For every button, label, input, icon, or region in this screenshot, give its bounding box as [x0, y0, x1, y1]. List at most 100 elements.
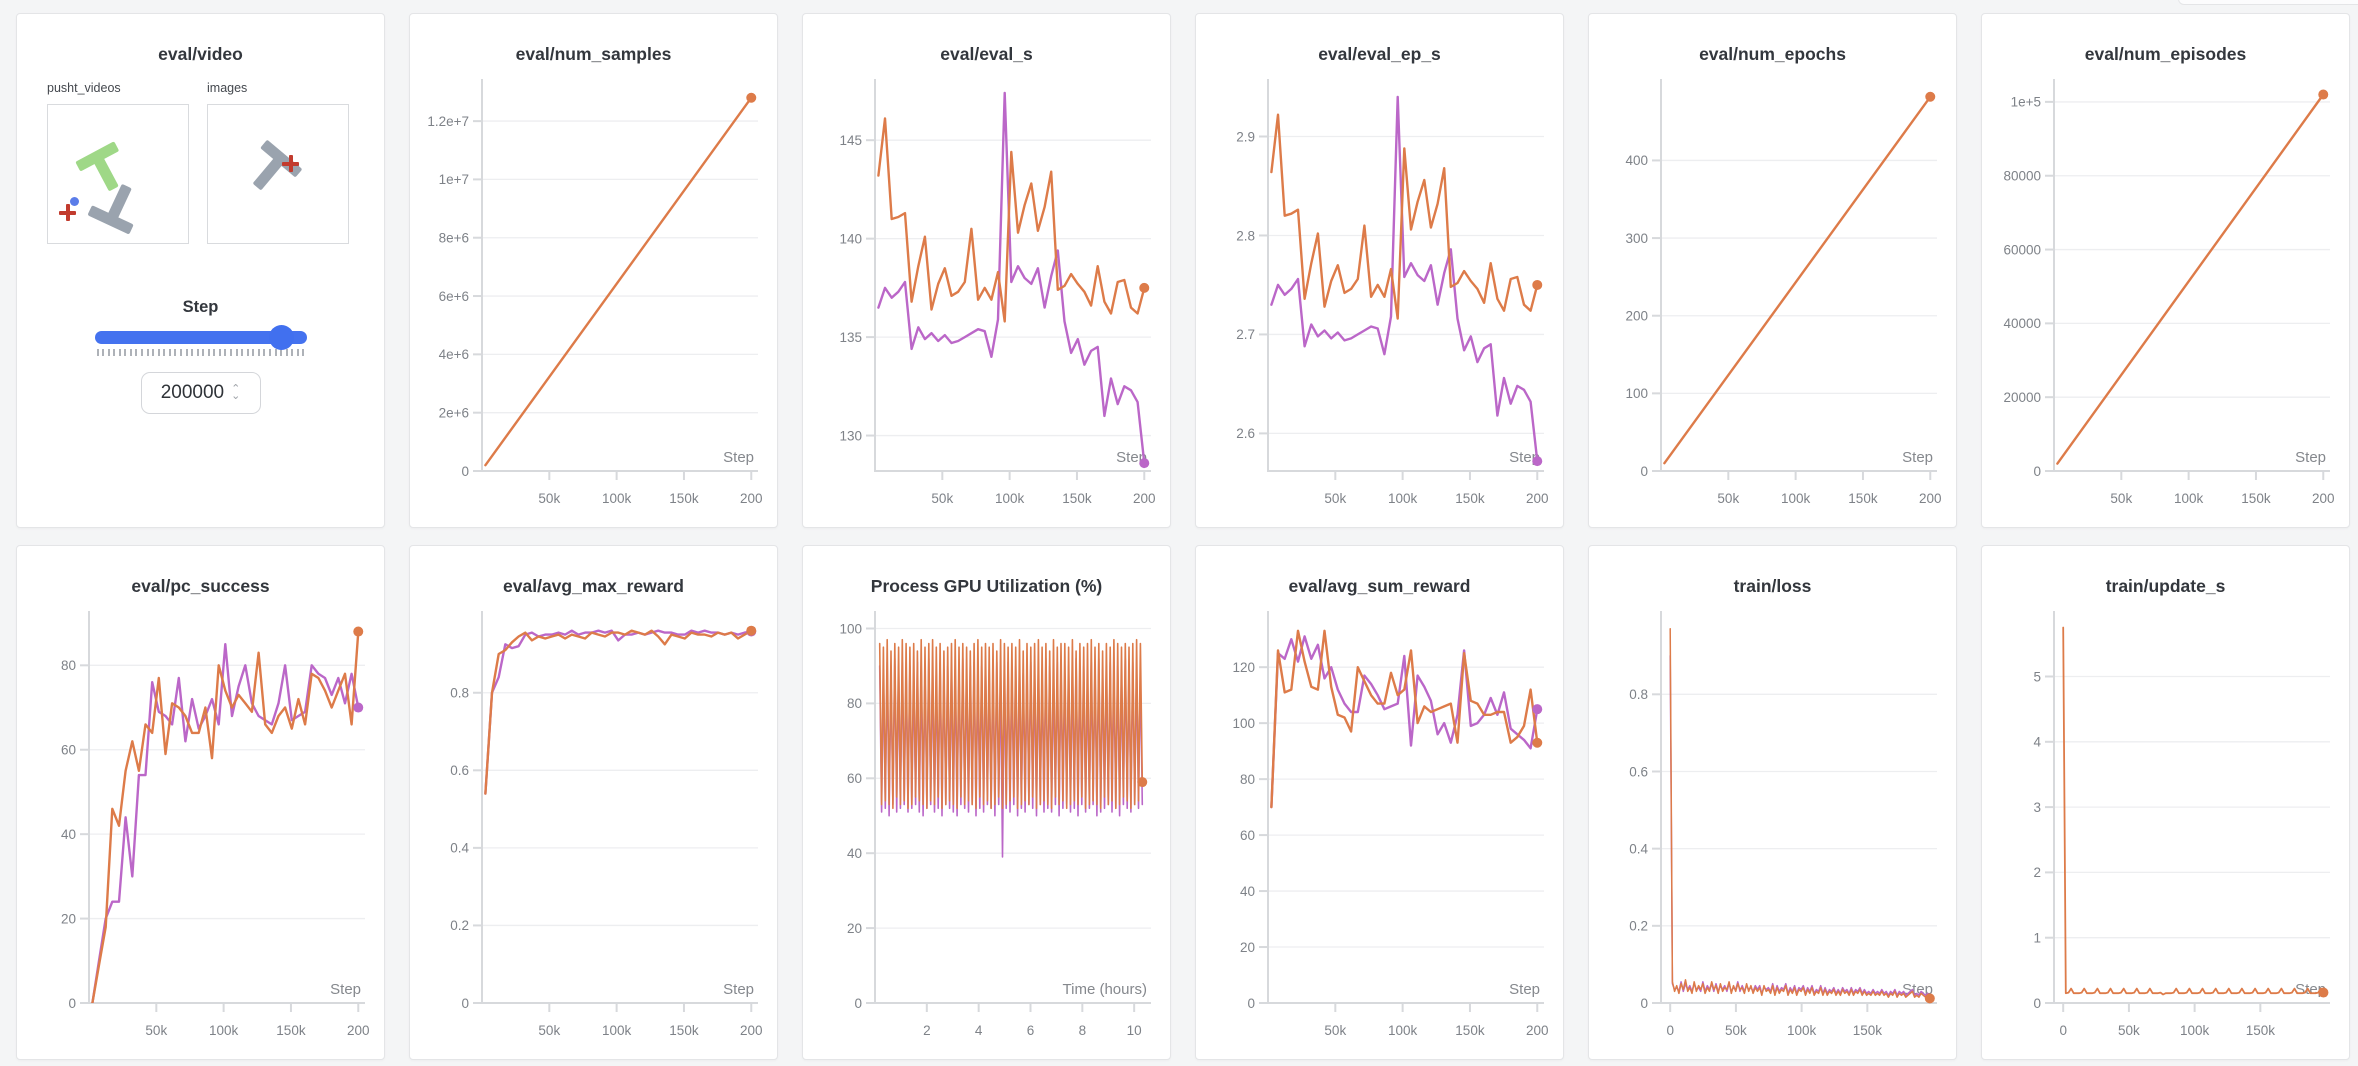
svg-text:4: 4 — [2033, 735, 2041, 750]
svg-text:50k: 50k — [1717, 491, 1739, 506]
svg-text:20: 20 — [846, 921, 861, 936]
svg-text:80: 80 — [1239, 772, 1254, 787]
line-chart[interactable]: 2.6 2.7 2.8 2.9 50k 100k 150k 200 Step — [1204, 73, 1556, 521]
svg-text:100k: 100k — [1387, 1023, 1417, 1038]
svg-text:200: 200 — [740, 491, 763, 506]
svg-text:0: 0 — [2033, 996, 2041, 1011]
svg-text:200: 200 — [1526, 491, 1549, 506]
svg-text:50k: 50k — [2118, 1023, 2140, 1038]
svg-text:0.6: 0.6 — [1629, 764, 1648, 779]
svg-text:10: 10 — [1126, 1023, 1141, 1038]
svg-text:2: 2 — [2033, 865, 2041, 880]
svg-text:50k: 50k — [1324, 491, 1346, 506]
svg-text:200: 200 — [740, 1023, 763, 1038]
svg-text:50k: 50k — [145, 1023, 167, 1038]
svg-text:100: 100 — [1625, 386, 1648, 401]
svg-text:40: 40 — [60, 827, 75, 842]
step-value[interactable]: 200000 — [160, 382, 225, 403]
line-chart[interactable]: 0 100 200 300 400 50k 100k 150k 200 Step — [1597, 73, 1949, 521]
step-number-input[interactable]: 200000 ⌃ ⌄ — [140, 372, 261, 414]
svg-text:50k: 50k — [2110, 491, 2132, 506]
svg-text:100k: 100k — [1786, 1023, 1816, 1038]
slider-thumb[interactable] — [269, 325, 295, 350]
svg-text:40000: 40000 — [2003, 316, 2041, 331]
svg-text:2.9: 2.9 — [1236, 129, 1255, 144]
thumbnail-column: pusht_videos — [47, 81, 189, 244]
panel-eval-num-episodes: eval/num_episodes 0 20000 40000 60000 80000 1… — [1981, 13, 2350, 528]
panel-title: eval/num_epochs — [1699, 44, 1846, 64]
thumbnail-caption: images — [207, 81, 248, 95]
svg-text:1: 1 — [2033, 931, 2041, 946]
panel-title: eval/video — [158, 44, 243, 64]
svg-text:2: 2 — [923, 1023, 931, 1038]
svg-text:Step: Step — [723, 981, 754, 998]
svg-text:150k: 150k — [1062, 491, 1092, 506]
svg-text:40: 40 — [846, 846, 861, 861]
svg-text:300: 300 — [1625, 231, 1648, 246]
stepper-up-icon[interactable]: ⌃ — [231, 383, 241, 395]
svg-text:150k: 150k — [276, 1023, 306, 1038]
svg-text:150k: 150k — [1455, 491, 1485, 506]
number-stepper: ⌃ ⌄ — [231, 383, 241, 402]
svg-text:Step: Step — [1902, 449, 1933, 466]
agent-dot — [70, 197, 79, 206]
svg-text:150k: 150k — [1455, 1023, 1485, 1038]
panel-eval-avg-sum-reward: eval/avg_sum_reward 0 20 40 60 80 100 120 50k 10… — [1195, 545, 1564, 1060]
svg-text:5: 5 — [2033, 669, 2041, 684]
line-chart[interactable]: 0 0.2 0.4 0.6 0.8 50k 100k 150k 200 Step — [418, 605, 770, 1053]
line-chart[interactable]: 0 2e+6 4e+6 6e+6 8e+6 1e+7 1.2e+7 50k 100k 150k 20… — [418, 73, 770, 521]
svg-text:150k: 150k — [1848, 491, 1878, 506]
thumbnail-caption: pusht_videos — [47, 81, 121, 95]
svg-text:Time (hours): Time (hours) — [1062, 981, 1146, 998]
line-chart[interactable]: 130 135 140 145 50k 100k 150k 200 Step — [811, 73, 1163, 521]
svg-text:60: 60 — [1239, 828, 1254, 843]
step-slider[interactable] — [94, 325, 307, 356]
svg-text:60: 60 — [846, 771, 861, 786]
svg-text:80: 80 — [846, 696, 861, 711]
svg-text:200: 200 — [1919, 491, 1942, 506]
video-thumbnail-pusht-videos[interactable] — [47, 104, 189, 244]
panel-title: train/update_s — [2105, 576, 2226, 596]
target-cross — [59, 204, 76, 221]
svg-text:0.6: 0.6 — [450, 763, 469, 778]
svg-text:100k: 100k — [994, 491, 1024, 506]
svg-text:130: 130 — [839, 428, 862, 443]
svg-text:60000: 60000 — [2003, 242, 2041, 257]
svg-text:0: 0 — [461, 464, 469, 479]
video-thumbnail-images[interactable] — [207, 104, 349, 244]
svg-text:50k: 50k — [1725, 1023, 1747, 1038]
svg-text:1e+7: 1e+7 — [438, 172, 468, 187]
slider-track[interactable] — [94, 331, 307, 344]
svg-text:0.4: 0.4 — [1629, 841, 1648, 856]
panel-eval-avg-max-reward: eval/avg_max_reward 0 0.2 0.4 0.6 0.8 50k 100k… — [409, 545, 778, 1060]
stepper-down-icon[interactable]: ⌄ — [231, 390, 241, 402]
dashboard-grid: eval/video pusht_videos — [16, 13, 2350, 1060]
svg-text:60: 60 — [60, 743, 75, 758]
svg-text:0.2: 0.2 — [1629, 919, 1648, 934]
svg-text:100k: 100k — [2179, 1023, 2209, 1038]
svg-text:0: 0 — [1247, 996, 1255, 1011]
slider-tick-marks — [96, 349, 305, 356]
gray-t-block — [237, 139, 303, 205]
svg-text:4e+6: 4e+6 — [438, 347, 468, 362]
svg-text:40: 40 — [1239, 884, 1254, 899]
svg-text:50k: 50k — [931, 491, 953, 506]
svg-text:50k: 50k — [538, 491, 560, 506]
panel-eval-num-epochs: eval/num_epochs 0 100 200 300 400 50k 100k 150k… — [1588, 13, 1957, 528]
line-chart[interactable]: 0 20 40 60 80 100 2 4 6 8 10 Time (hours) — [811, 605, 1163, 1053]
svg-text:100: 100 — [839, 621, 862, 636]
svg-text:100k: 100k — [2173, 491, 2203, 506]
panel-title: eval/avg_sum_reward — [1288, 576, 1471, 596]
svg-text:20000: 20000 — [2003, 390, 2041, 405]
svg-text:50k: 50k — [538, 1023, 560, 1038]
svg-text:0.4: 0.4 — [450, 841, 469, 856]
svg-text:100k: 100k — [1780, 491, 1810, 506]
line-chart[interactable]: 0 20000 40000 60000 80000 1e+5 50k 100k 150k 200 S… — [1990, 73, 2342, 521]
svg-text:200: 200 — [1625, 309, 1648, 324]
panel-gpu-utilization: Process GPU Utilization (%) 0 20 40 60 80 100… — [802, 545, 1171, 1060]
svg-text:20: 20 — [1239, 940, 1254, 955]
line-chart[interactable]: 0 20 40 60 80 50k 100k 150k 200 Step — [25, 605, 377, 1053]
line-chart[interactable]: 0 20 40 60 80 100 120 50k 100k 150k 200 Step — [1204, 605, 1556, 1053]
